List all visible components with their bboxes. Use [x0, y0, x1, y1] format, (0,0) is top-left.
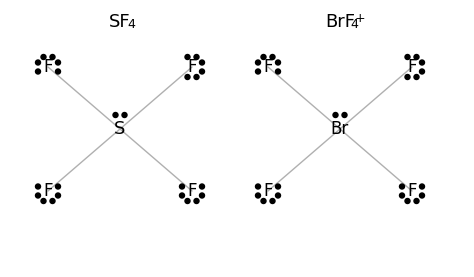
Text: S: S [114, 120, 126, 138]
Circle shape [275, 193, 281, 198]
Text: +: + [355, 12, 365, 24]
Circle shape [113, 112, 118, 117]
Circle shape [405, 75, 410, 79]
Text: F: F [263, 58, 273, 76]
Circle shape [180, 193, 184, 198]
Circle shape [180, 184, 184, 189]
Text: F: F [407, 58, 417, 76]
Circle shape [50, 55, 55, 60]
Circle shape [261, 55, 266, 60]
Circle shape [270, 55, 275, 60]
Circle shape [200, 69, 204, 74]
Circle shape [275, 184, 281, 189]
Text: F: F [43, 182, 53, 200]
Circle shape [270, 199, 275, 204]
Circle shape [185, 55, 190, 60]
Circle shape [36, 69, 40, 74]
Circle shape [36, 184, 40, 189]
Text: F: F [407, 182, 417, 200]
Text: SF: SF [109, 13, 131, 31]
Circle shape [275, 69, 281, 74]
Circle shape [55, 69, 61, 74]
Text: F: F [187, 58, 197, 76]
Text: 4: 4 [127, 19, 135, 32]
Circle shape [122, 112, 127, 117]
Circle shape [200, 60, 204, 65]
Circle shape [55, 193, 61, 198]
Circle shape [255, 184, 261, 189]
Circle shape [41, 199, 46, 204]
Circle shape [419, 184, 425, 189]
Circle shape [414, 199, 419, 204]
Circle shape [275, 60, 281, 65]
Circle shape [185, 75, 190, 79]
Circle shape [255, 60, 261, 65]
Circle shape [200, 193, 204, 198]
Circle shape [55, 60, 61, 65]
Circle shape [342, 112, 347, 117]
Circle shape [255, 69, 261, 74]
Text: F: F [43, 58, 53, 76]
Circle shape [419, 69, 425, 74]
Circle shape [405, 199, 410, 204]
Circle shape [41, 55, 46, 60]
Circle shape [55, 184, 61, 189]
Circle shape [194, 199, 199, 204]
Circle shape [200, 184, 204, 189]
Circle shape [185, 199, 190, 204]
Circle shape [255, 193, 261, 198]
Circle shape [414, 55, 419, 60]
Text: F: F [187, 182, 197, 200]
Text: BrF: BrF [325, 13, 355, 31]
Circle shape [261, 199, 266, 204]
Circle shape [419, 60, 425, 65]
Circle shape [194, 75, 199, 79]
Circle shape [36, 193, 40, 198]
Text: 4: 4 [350, 19, 358, 32]
Circle shape [333, 112, 338, 117]
Text: F: F [263, 182, 273, 200]
Circle shape [405, 55, 410, 60]
Circle shape [400, 193, 404, 198]
Circle shape [50, 199, 55, 204]
Circle shape [36, 60, 40, 65]
Circle shape [419, 193, 425, 198]
Circle shape [414, 75, 419, 79]
Text: Br: Br [331, 120, 349, 138]
Circle shape [400, 184, 404, 189]
Circle shape [194, 55, 199, 60]
